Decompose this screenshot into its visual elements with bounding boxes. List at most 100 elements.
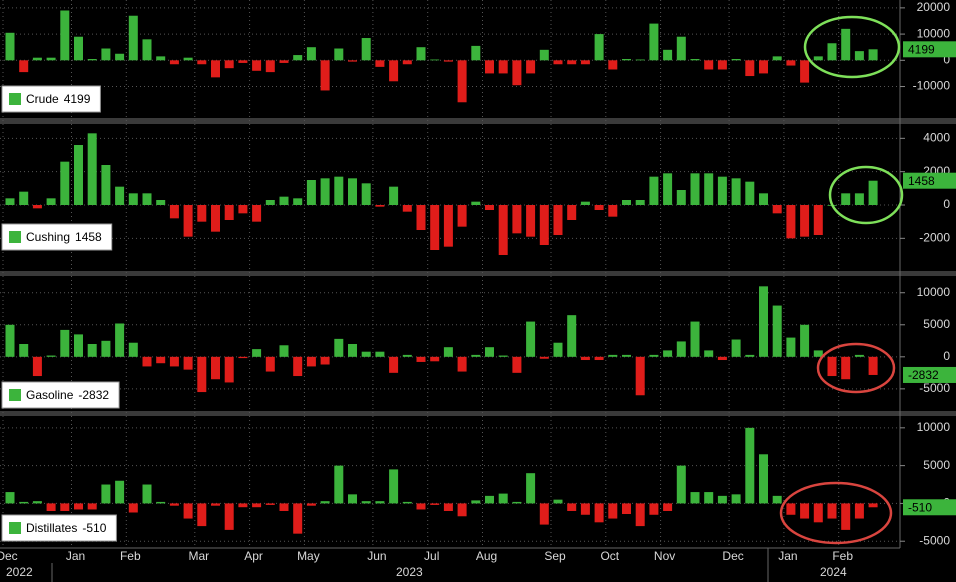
bar bbox=[430, 356, 440, 362]
bar bbox=[74, 334, 83, 357]
bar bbox=[416, 503, 426, 510]
bar bbox=[5, 32, 15, 61]
highlight-ellipse bbox=[816, 342, 896, 394]
bar bbox=[32, 57, 42, 61]
bar bbox=[402, 60, 412, 65]
bar bbox=[211, 205, 220, 232]
bar bbox=[443, 503, 453, 511]
bar bbox=[745, 60, 755, 77]
bar bbox=[567, 315, 577, 357]
x-tick-label: Nov bbox=[654, 549, 675, 563]
bar bbox=[74, 503, 83, 510]
bar bbox=[156, 200, 166, 205]
bar bbox=[663, 350, 673, 357]
bar bbox=[348, 494, 357, 504]
last-value-tag bbox=[903, 172, 956, 189]
x-tick-label: Jun bbox=[367, 549, 386, 563]
legend-label: Distillates bbox=[26, 521, 77, 535]
bar bbox=[622, 354, 631, 357]
bar bbox=[676, 341, 686, 357]
y-tick-label: 0 bbox=[943, 349, 950, 363]
bar bbox=[594, 34, 604, 61]
bar bbox=[553, 342, 563, 357]
bar bbox=[608, 60, 618, 70]
bar bbox=[5, 492, 15, 504]
x-tick-label: Jan bbox=[66, 549, 85, 563]
bar bbox=[731, 339, 741, 357]
bar bbox=[197, 503, 207, 527]
y-tick-label: 0 bbox=[943, 52, 950, 66]
bar bbox=[265, 200, 275, 205]
bar bbox=[854, 51, 864, 61]
legend-value: 1458 bbox=[75, 230, 102, 244]
bar bbox=[87, 503, 97, 510]
bar bbox=[320, 60, 330, 91]
bar bbox=[183, 503, 193, 519]
bar bbox=[252, 503, 262, 508]
bar bbox=[868, 503, 878, 508]
bar bbox=[169, 503, 179, 506]
bar bbox=[485, 495, 494, 504]
bar bbox=[361, 38, 371, 61]
legend-label: Gasoline bbox=[26, 388, 74, 402]
last-value-label: -2832 bbox=[908, 368, 939, 382]
bar bbox=[717, 495, 727, 504]
bar bbox=[704, 173, 714, 205]
bar bbox=[457, 60, 467, 103]
bar bbox=[348, 178, 357, 205]
bar bbox=[759, 286, 768, 357]
bar bbox=[32, 205, 42, 209]
y-tick-label: -10000 bbox=[913, 79, 951, 93]
bar bbox=[348, 60, 357, 62]
bar bbox=[649, 354, 659, 357]
bar bbox=[361, 183, 371, 205]
bar bbox=[197, 60, 207, 65]
y-tick-label: 0 bbox=[943, 197, 950, 211]
bar bbox=[704, 350, 714, 357]
bar bbox=[635, 503, 645, 527]
bar bbox=[827, 503, 837, 519]
bar bbox=[471, 500, 481, 504]
bar bbox=[498, 493, 508, 504]
bar bbox=[854, 354, 864, 357]
bar bbox=[539, 49, 549, 61]
bar bbox=[74, 145, 83, 205]
highlight-ellipse bbox=[803, 15, 901, 79]
bar bbox=[211, 356, 220, 380]
bar bbox=[512, 501, 522, 504]
bar bbox=[676, 190, 686, 205]
bar bbox=[389, 356, 399, 373]
bar bbox=[827, 43, 837, 61]
bar bbox=[539, 503, 549, 525]
bar bbox=[334, 465, 344, 504]
bar bbox=[238, 60, 248, 63]
bar bbox=[567, 205, 577, 220]
bar bbox=[224, 356, 234, 383]
bar bbox=[800, 60, 810, 83]
bar bbox=[854, 503, 864, 519]
bar bbox=[690, 173, 700, 205]
highlight-ellipse bbox=[828, 165, 904, 225]
bar bbox=[663, 173, 673, 205]
last-value-label: -510 bbox=[908, 500, 932, 514]
bar bbox=[334, 48, 344, 61]
bar bbox=[512, 356, 522, 373]
bar bbox=[539, 356, 549, 359]
bar bbox=[211, 503, 220, 506]
bar bbox=[46, 503, 56, 511]
bar bbox=[46, 355, 56, 357]
bar bbox=[498, 355, 508, 357]
bar bbox=[786, 205, 796, 239]
bar bbox=[868, 356, 878, 375]
bar bbox=[649, 23, 659, 61]
x-tick-label: Mar bbox=[188, 549, 209, 563]
bar bbox=[375, 351, 385, 357]
bar bbox=[539, 205, 549, 245]
bar bbox=[553, 60, 563, 65]
bar bbox=[553, 499, 563, 504]
year-label: 2024 bbox=[820, 565, 847, 579]
bar bbox=[183, 205, 193, 237]
bar bbox=[868, 180, 878, 205]
panel-separator bbox=[0, 271, 956, 276]
